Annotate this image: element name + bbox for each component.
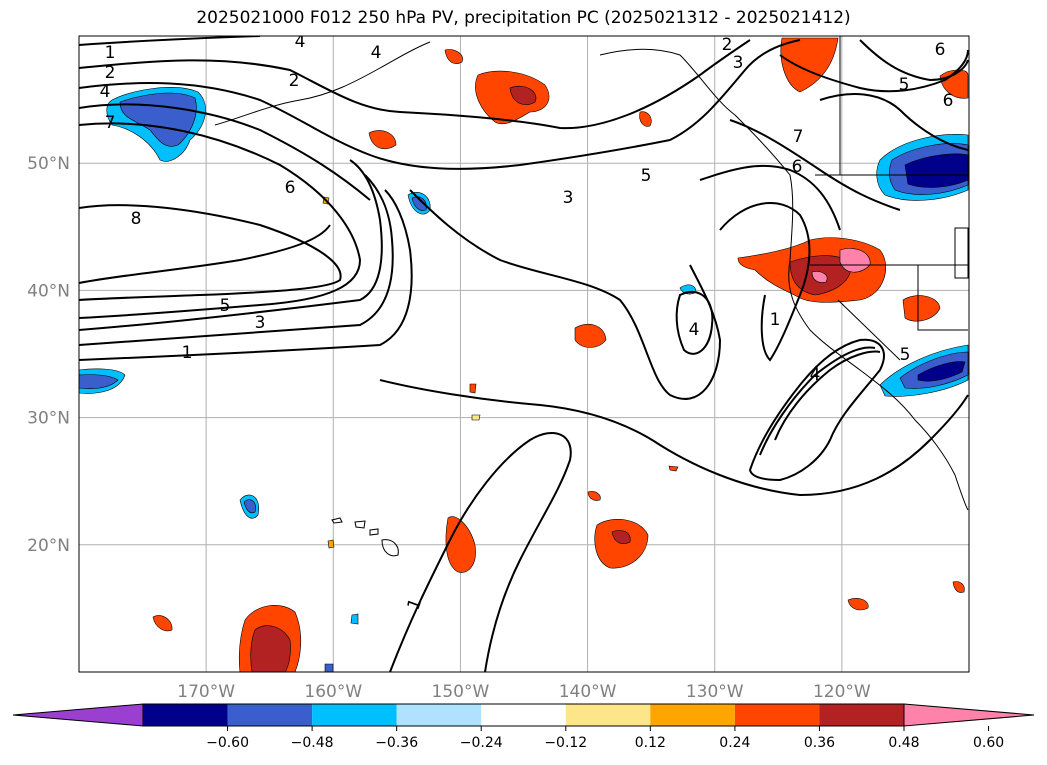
contour-label: 5 (220, 296, 231, 316)
contour-label: 1 (770, 310, 781, 330)
contour-label: 2 (289, 71, 300, 91)
contour-label: 4 (810, 365, 821, 385)
colorbar-max-extend (903, 703, 1035, 727)
colorbar-segment (819, 704, 904, 726)
colorbar-segment (650, 704, 735, 726)
colorbar-segment (565, 704, 651, 726)
contour-label: 7 (105, 113, 116, 133)
colorbar-segment (312, 704, 397, 726)
lat-tick-label: 50°N (27, 154, 70, 174)
colorbar (12, 703, 1035, 727)
contour-label: 3 (733, 53, 744, 73)
colorbar-tick-label: 0.36 (804, 735, 835, 751)
colorbar-tick-label: −0.12 (544, 735, 587, 751)
contour-label: 6 (285, 178, 296, 198)
coastlines (214, 36, 969, 511)
colorbar-segment (227, 704, 313, 726)
contour-label: 6 (935, 40, 946, 60)
colorbar-segment (734, 704, 820, 726)
lon-tick-label: 160°W (304, 682, 362, 702)
contour-label: 8 (131, 209, 142, 229)
contour-label: 4 (295, 32, 306, 52)
colorbar-segment (396, 704, 482, 726)
lat-tick-label: 20°N (27, 536, 70, 556)
pv-contour-labels: 1 2 4 7 2 4 4 2 3 5 6 7 6 8 6 5 3 5 3 1 … (100, 32, 954, 613)
pv-contours (79, 36, 969, 672)
contour-label: 4 (371, 43, 382, 63)
colorbar-tick-label: −0.36 (375, 735, 418, 751)
colorbar-min-extend (12, 703, 144, 727)
lon-tick-label: 150°W (432, 682, 490, 702)
lat-tick-label: 30°N (27, 409, 70, 429)
colorbar-segment (143, 704, 228, 726)
contour-label: 5 (641, 166, 652, 186)
colorbar-tick-label: 0.48 (888, 735, 919, 751)
contour-label: 6 (792, 157, 803, 177)
contour-label: 6 (943, 91, 954, 111)
contour-label: 7 (793, 127, 804, 147)
lon-tick-label: 170°W (177, 682, 235, 702)
contour-label: 2 (105, 63, 116, 83)
precip-negative-areas (79, 87, 969, 672)
colorbar-tick-label: −0.60 (206, 735, 249, 751)
contour-label: 5 (900, 345, 911, 365)
colorbar-tick-label: 0.60 (973, 735, 1004, 751)
map-frame (78, 35, 970, 673)
contour-label: 2 (722, 35, 733, 55)
lon-tick-label: 120°W (813, 682, 871, 702)
colorbar-segment (481, 704, 566, 726)
contour-label: 4 (689, 320, 700, 340)
contour-label: 1 (105, 43, 116, 63)
hawaii-islands (331, 517, 399, 557)
contour-label: 3 (255, 313, 266, 333)
lon-tick-label: 140°W (559, 682, 617, 702)
lat-tick-label: 40°N (27, 281, 70, 301)
contour-label: 1 (182, 343, 193, 363)
latitude-labels: 50°N 40°N 30°N 20°N (27, 154, 70, 556)
lon-tick-label: 130°W (686, 682, 744, 702)
colorbar-tick-label: 0.12 (635, 735, 666, 751)
contour-label: 3 (563, 188, 574, 208)
contour-label: 4 (100, 82, 111, 102)
longitude-labels: 170°W 160°W 150°W 140°W 130°W 120°W (177, 682, 871, 702)
contour-label: 5 (899, 75, 910, 95)
map-title: 2025021000 F012 250 hPa PV, precipitatio… (196, 8, 851, 28)
colorbar-tick-label: −0.24 (460, 735, 503, 751)
colorbar-tick-label: −0.48 (291, 735, 334, 751)
colorbar-tick-labels: −0.60 −0.48 −0.36 −0.24 −0.12 0.12 0.24 0.36 0.4… (206, 726, 1004, 751)
colorbar-tick-label: 0.24 (719, 735, 750, 751)
colorbar-frame (142, 703, 905, 727)
